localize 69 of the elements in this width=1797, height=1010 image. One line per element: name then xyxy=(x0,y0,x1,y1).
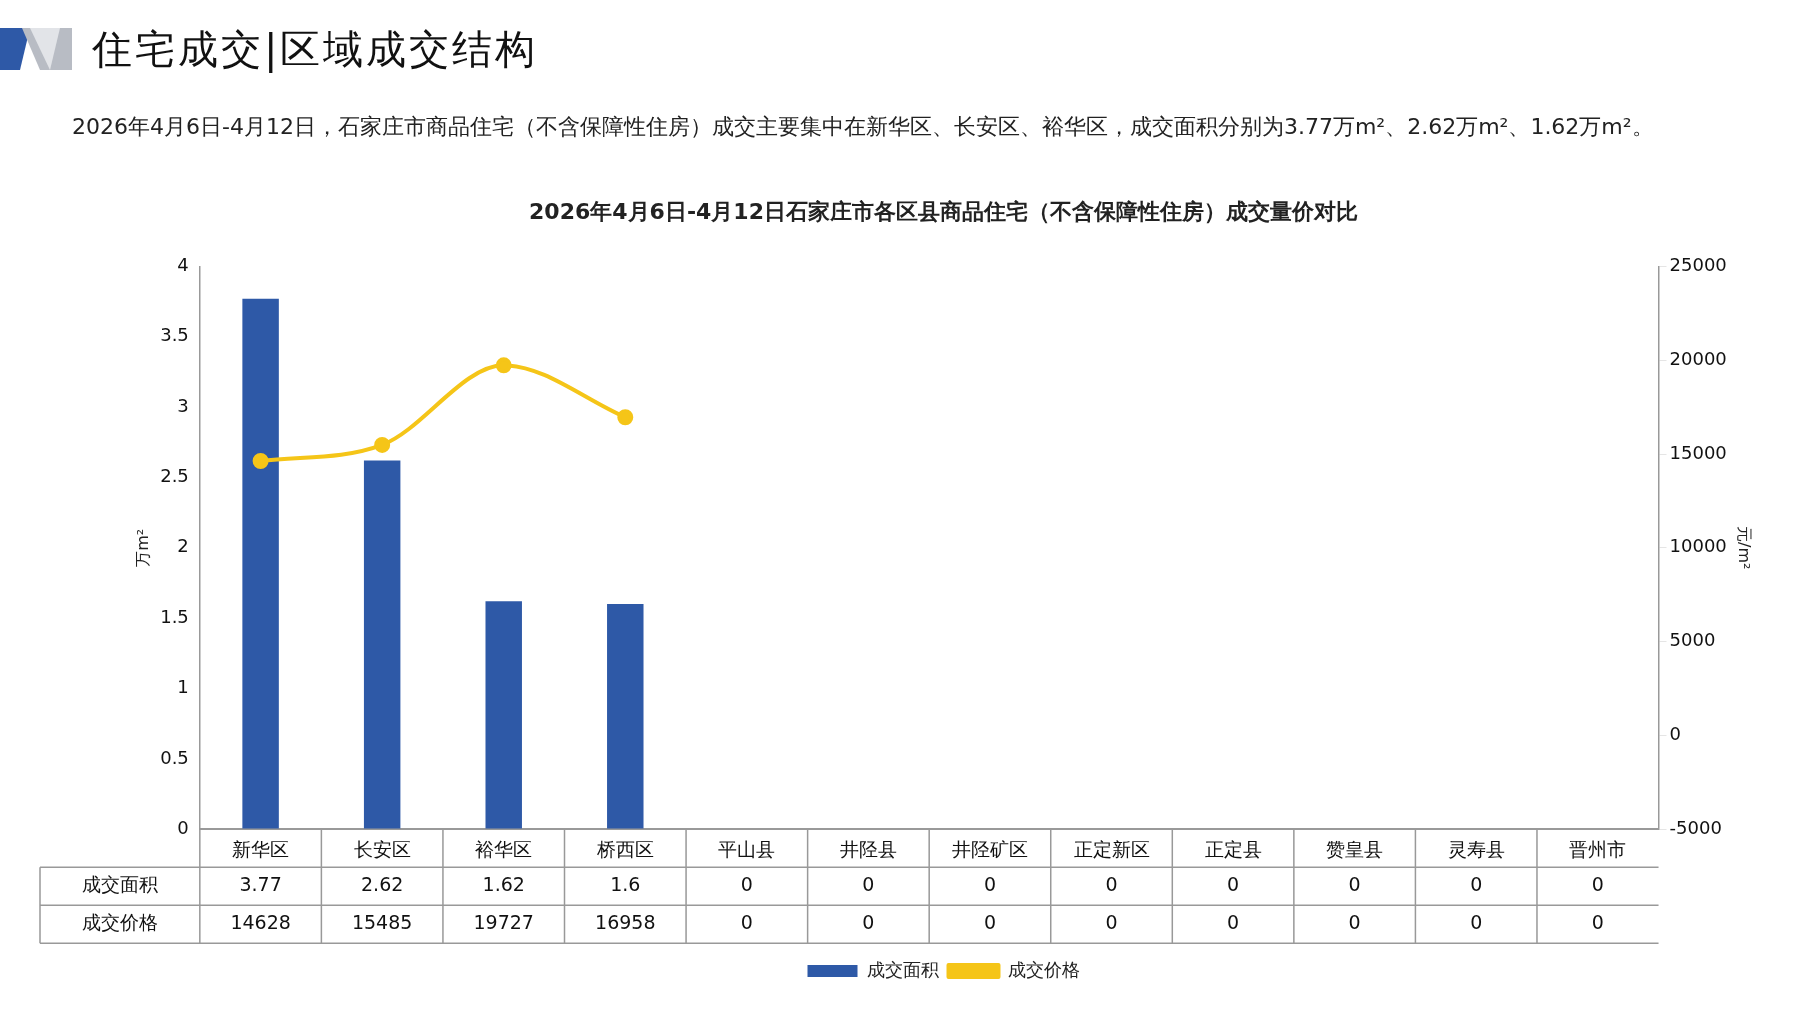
bar xyxy=(607,604,644,830)
legend-label: 成交价格 xyxy=(1007,958,1080,980)
point xyxy=(495,357,512,374)
y2-tick-label: 20000 xyxy=(1669,347,1727,369)
data-label: 19727 xyxy=(473,911,534,934)
data-label: 16958 xyxy=(595,911,656,934)
text: 0 xyxy=(1348,911,1361,934)
y-tick-label: 0 xyxy=(177,816,189,838)
y-tick-label: 0.5 xyxy=(160,746,189,768)
text: 成交价格 xyxy=(81,911,158,934)
text: 0 xyxy=(740,911,753,934)
data-label: 0 xyxy=(1591,873,1604,896)
y2-tick-label: 15000 xyxy=(1669,441,1727,463)
x-tick-label: 长安区 xyxy=(353,837,411,860)
y-tick-label: 3.5 xyxy=(160,324,189,346)
text: 成交面积 xyxy=(81,873,158,896)
chart-title: 2026年4月6日-4月12日石家庄市各区县商品住宅（不含保障性住房）成交量价对比 xyxy=(529,198,1358,224)
x-tick-label: 灵寿县 xyxy=(1447,837,1505,860)
data-label: 0 xyxy=(1348,873,1361,896)
y2-tick-label: 0 xyxy=(1669,723,1681,745)
text: 住宅成交|区域成交结构 xyxy=(92,25,539,75)
point xyxy=(374,436,391,453)
x-tick-label: 新华区 xyxy=(232,837,290,860)
data-label: 0 xyxy=(1227,873,1240,896)
text: 0 xyxy=(1591,911,1604,934)
x-tick-label: 正定新区 xyxy=(1073,837,1150,860)
data-label: 0 xyxy=(1470,873,1483,896)
data-label: 14628 xyxy=(230,911,291,934)
x-tick-label: 井陉矿区 xyxy=(951,837,1028,860)
x-tick-label: 赞皇县 xyxy=(1326,837,1384,860)
y-tick-label: 3 xyxy=(177,394,189,416)
legend-label: 成交面积 xyxy=(866,958,939,980)
y-axis-title: 万m² xyxy=(132,528,152,567)
point xyxy=(617,409,634,426)
y-tick-label: 2 xyxy=(177,535,189,557)
text: 0 xyxy=(862,911,875,934)
data-label: 0 xyxy=(1105,873,1118,896)
bar xyxy=(242,298,279,830)
text: 2026年4月6日-4月12日，石家庄市商品住宅（不含保障性住房）成交主要集中在新华区、长安区、裕华区，成交面积分别为3.77万m²、2.62万m²、1.62万m²。 xyxy=(72,113,1655,141)
text: 0 xyxy=(1227,911,1240,934)
x-tick-label: 晋州市 xyxy=(1569,837,1627,860)
data-label: 2.62 xyxy=(361,873,404,896)
data-label: 15485 xyxy=(351,911,413,934)
data-label: 3.77 xyxy=(239,873,282,896)
y2-axis-title: 元/m² xyxy=(1735,526,1755,570)
x-tick-label: 裕华区 xyxy=(475,837,533,860)
y-tick-label: 4 xyxy=(177,254,189,276)
text: 0 xyxy=(983,911,997,934)
data-label: 1.62 xyxy=(482,873,525,896)
x-tick-label: 正定县 xyxy=(1204,837,1262,860)
y-tick-label: 1.5 xyxy=(160,605,189,627)
data-label: 0 xyxy=(862,873,875,896)
bar xyxy=(363,460,401,830)
text: 0 xyxy=(1470,911,1483,934)
data-label: 1.6 xyxy=(610,873,641,896)
data-label: 0 xyxy=(740,873,753,896)
x-tick-label: 桥西区 xyxy=(595,837,654,860)
y2-tick-label: 10000 xyxy=(1669,535,1727,557)
x-tick-label: 平山县 xyxy=(718,837,776,860)
y-tick-label: 1 xyxy=(177,676,189,698)
bar xyxy=(485,601,522,830)
text: 0 xyxy=(1105,911,1118,934)
y2-tick-label: -5000 xyxy=(1669,816,1722,838)
data-label: 0 xyxy=(983,873,997,896)
x-tick-label: 井陉县 xyxy=(839,837,897,860)
y2-tick-label: 25000 xyxy=(1669,254,1727,276)
y2-tick-label: 5000 xyxy=(1669,629,1716,651)
y-tick-label: 2.5 xyxy=(160,465,189,487)
point xyxy=(252,452,269,469)
